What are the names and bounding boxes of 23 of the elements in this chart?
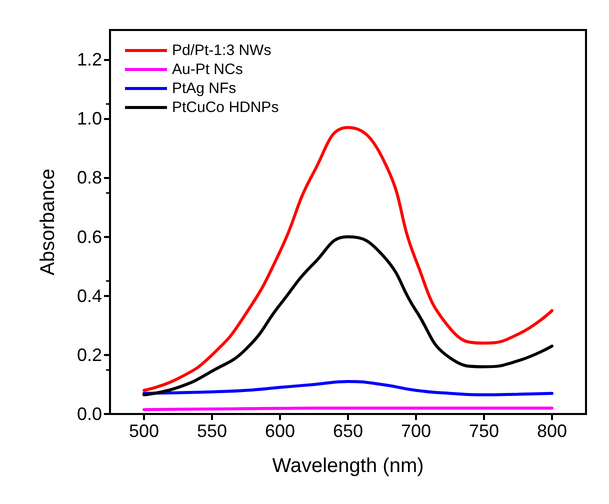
legend-label: PtCuCo HDNPs bbox=[172, 99, 279, 116]
legend-label: Pd/Pt-1:3 NWs bbox=[172, 42, 272, 59]
legend-label: Au-Pt NCs bbox=[172, 61, 243, 78]
legend-label: PtAg NFs bbox=[172, 80, 236, 97]
y-axis-title: Absorbance bbox=[37, 168, 59, 276]
x-tick-label: 750 bbox=[468, 421, 500, 441]
x-tick-label: 700 bbox=[400, 421, 432, 441]
line-series bbox=[142, 235, 554, 396]
y-tick-label: 0.4 bbox=[76, 286, 102, 306]
line-series bbox=[142, 380, 554, 396]
line-series bbox=[142, 126, 554, 392]
x-tick-label: 650 bbox=[332, 421, 364, 441]
x-axis-title: Wavelength (nm) bbox=[272, 455, 424, 477]
y-tick-label: 0.6 bbox=[76, 226, 102, 247]
x-tick-label: 550 bbox=[196, 421, 228, 441]
y-tick-label: 1.0 bbox=[76, 108, 102, 129]
y-tick-label: 0.8 bbox=[76, 168, 102, 188]
x-tick-label: 500 bbox=[128, 421, 160, 441]
y-tick-label: 0.2 bbox=[76, 344, 102, 365]
y-tick-label: 1.2 bbox=[76, 50, 102, 70]
x-tick-label: 800 bbox=[536, 421, 568, 441]
y-tick-label: 0.0 bbox=[76, 404, 102, 424]
x-tick-label: 600 bbox=[264, 421, 296, 441]
